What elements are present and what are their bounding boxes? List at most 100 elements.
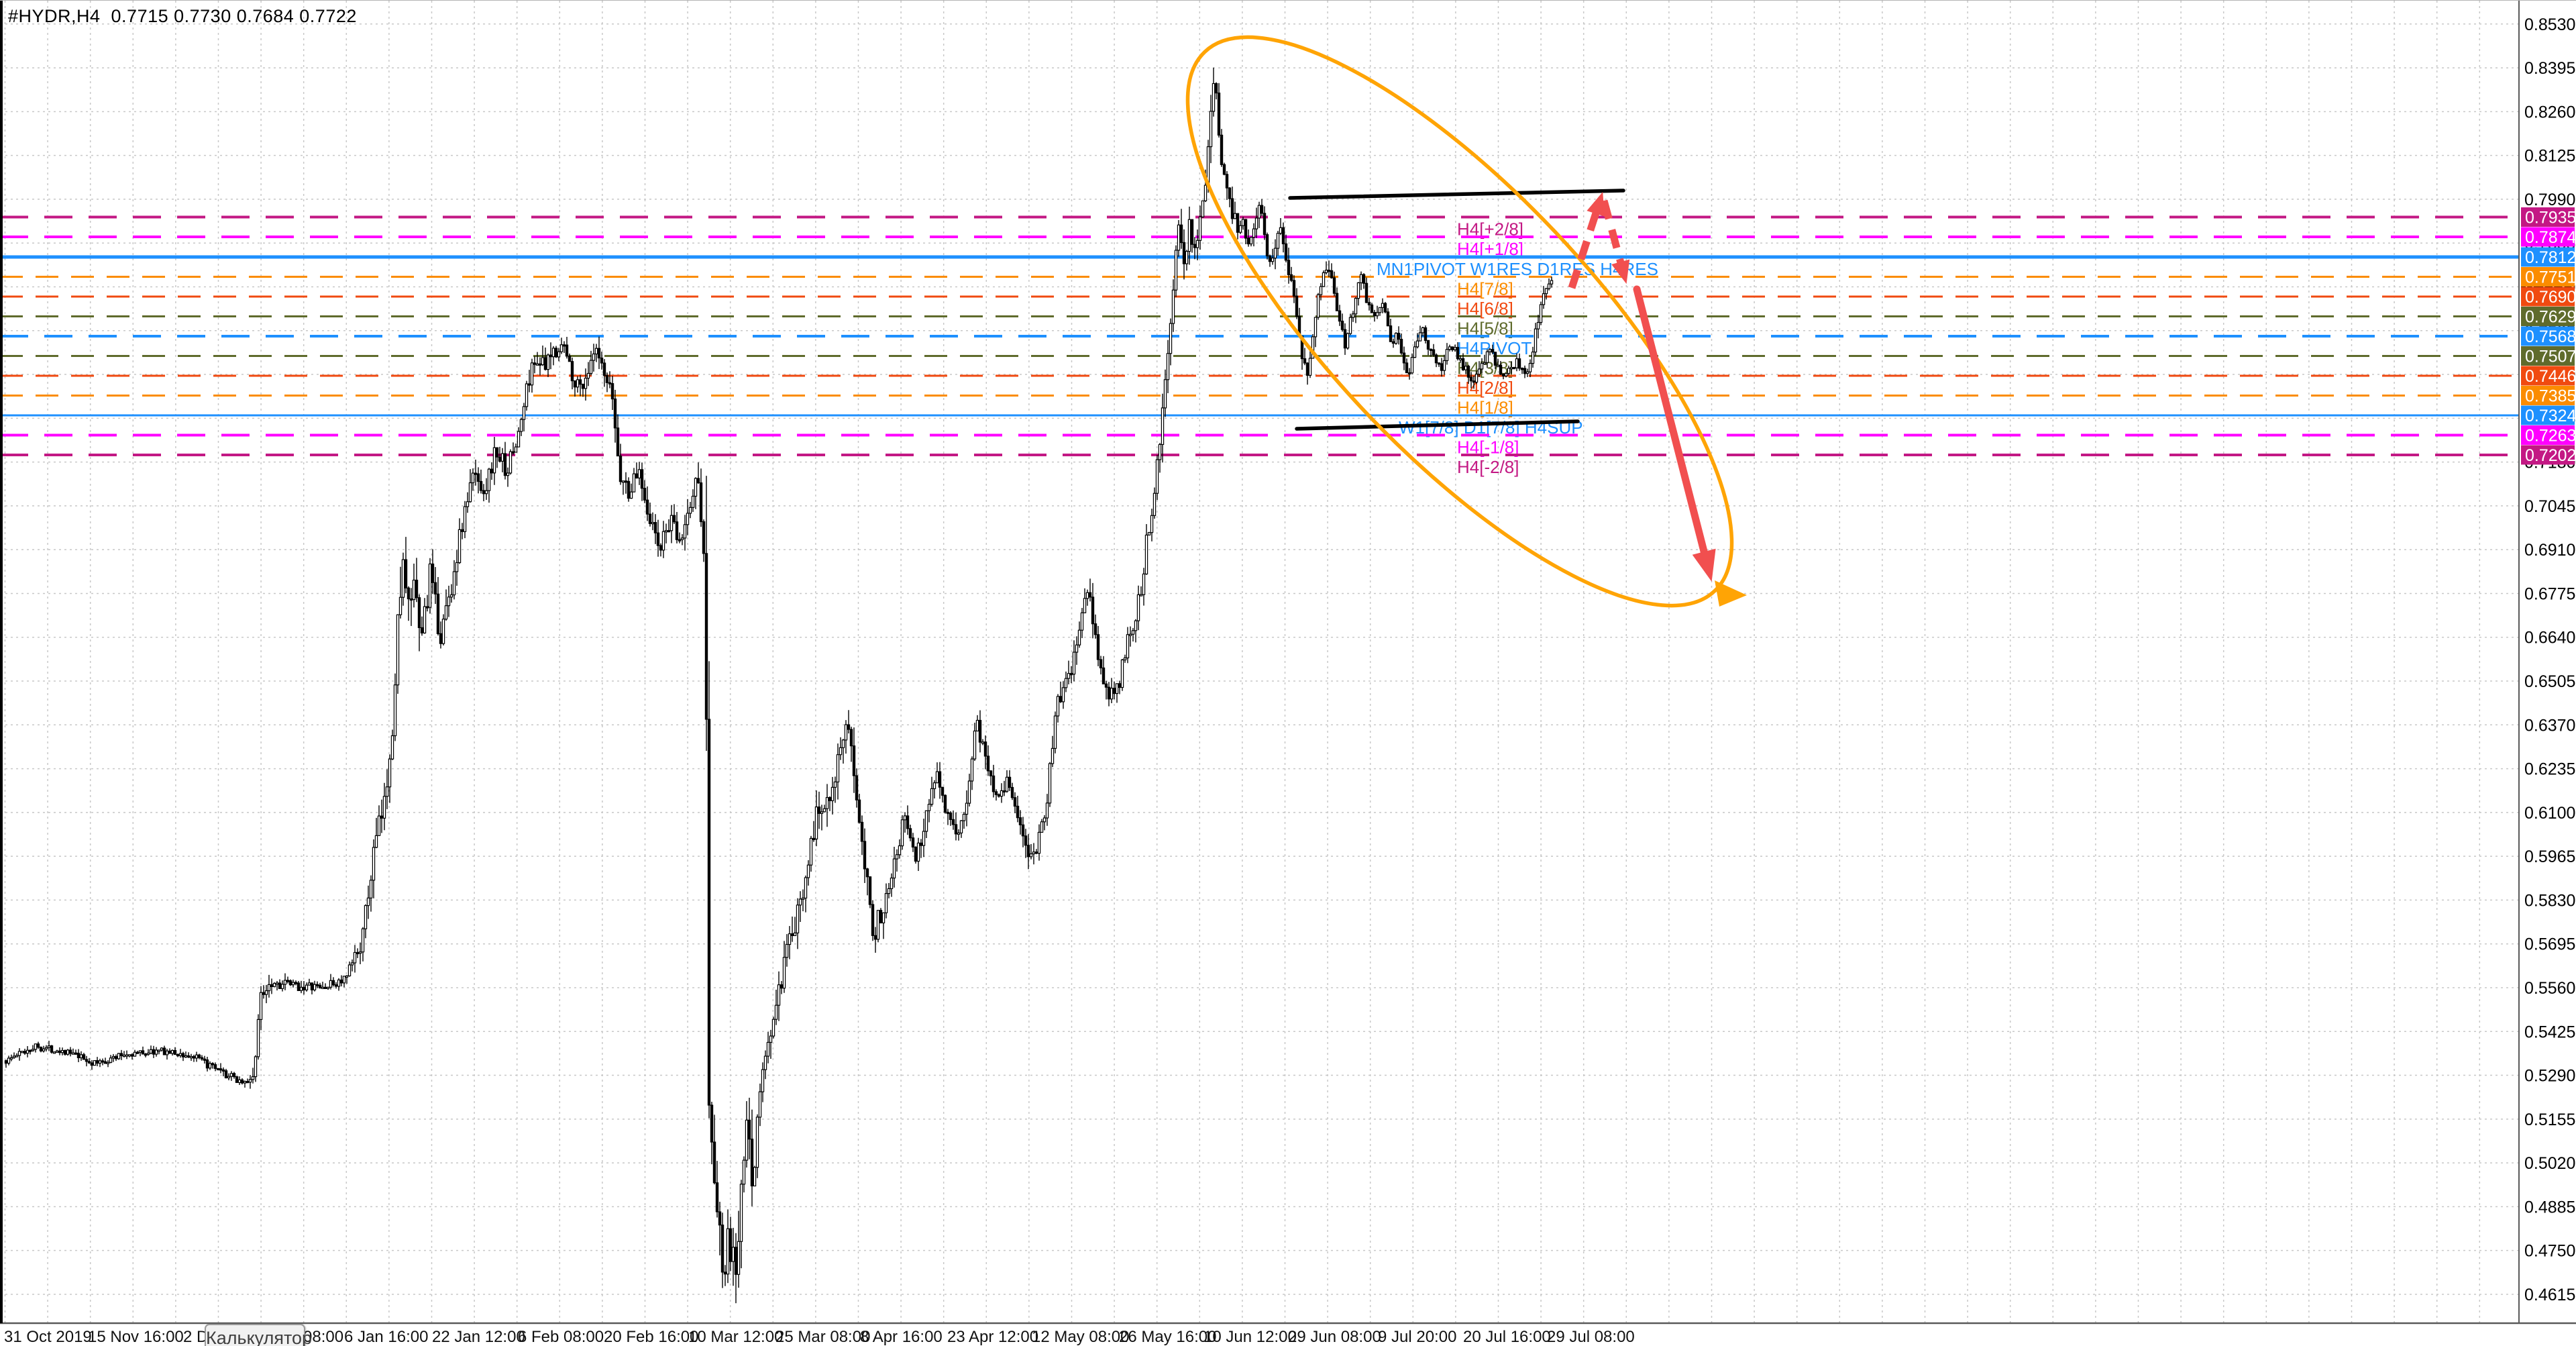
candle-body (374, 835, 378, 848)
candle-body (1295, 295, 1299, 317)
candle-body (527, 383, 531, 386)
arrowhead-icon (1611, 259, 1630, 284)
candle-body (315, 984, 319, 986)
candle-body (1445, 349, 1449, 362)
candle-body (782, 957, 786, 989)
candle-body (576, 379, 580, 388)
candle-body (1059, 696, 1063, 703)
candle-body (449, 594, 453, 598)
candle-body (1386, 311, 1390, 327)
candle-body (1142, 573, 1146, 595)
candle-body (645, 499, 649, 515)
price-axis-label: 0.5290 (2524, 1067, 2575, 1086)
candle-body (597, 348, 601, 359)
candle-body (1405, 362, 1409, 374)
price-axis-label: 0.4615 (2524, 1286, 2575, 1304)
candle-body (1292, 280, 1296, 297)
candle-body (55, 1050, 59, 1053)
candle-body (1426, 340, 1430, 350)
candle-body (337, 979, 341, 987)
candle-body (1118, 683, 1122, 688)
candle-body (1198, 216, 1202, 241)
candle-body (793, 932, 797, 937)
candle-body (1134, 620, 1138, 631)
candle-body (570, 361, 574, 382)
time-axis-label: 20 Feb 16:00 (604, 1328, 698, 1346)
candle-body (1222, 164, 1226, 175)
candle-body (141, 1050, 145, 1055)
candle-body (1096, 634, 1100, 660)
price-axis-label: 0.6370 (2524, 716, 2575, 735)
candle-body (243, 1081, 247, 1084)
candle-body (932, 782, 936, 789)
trendline-upper[interactable] (1288, 189, 1625, 200)
candle-body (484, 490, 488, 495)
candle-body (1289, 274, 1293, 281)
candle-body (796, 904, 800, 934)
candle-body (594, 348, 598, 355)
candle-body (696, 478, 700, 484)
candle-body (390, 735, 394, 760)
trade-ellipse[interactable] (1110, 1, 1809, 681)
candle-body (127, 1054, 131, 1057)
candle-body (1061, 687, 1065, 703)
candle-body (785, 943, 789, 958)
candle-body (573, 380, 577, 388)
candle-body (1088, 592, 1092, 598)
candle-body (1268, 255, 1272, 262)
impulse-dashed-arrow-up[interactable] (1568, 192, 1605, 289)
candle-body (1177, 224, 1181, 251)
price-level-boxed-label (2521, 445, 2575, 465)
candle-body (1308, 358, 1312, 376)
price-level-boxed-label (2521, 306, 2575, 326)
candle-body (109, 1057, 113, 1063)
trendline-lower[interactable] (1295, 419, 1580, 431)
candle-body (1273, 248, 1277, 259)
candle-body (1311, 336, 1315, 359)
candle-body (425, 606, 429, 609)
calculator-tooltip[interactable]: Калькулятор (205, 1324, 312, 1346)
projection-solid-arrow[interactable] (1633, 285, 1716, 582)
price-axis-label: 0.6775 (2524, 584, 2575, 603)
candle-body (871, 904, 875, 936)
candle-body (1271, 257, 1275, 262)
candle-body (248, 1079, 252, 1083)
candle-body (511, 451, 515, 454)
price-level-boxed-label (2521, 207, 2575, 227)
candle-body (557, 351, 561, 358)
candle-body (1254, 217, 1258, 229)
candle-body (586, 372, 590, 379)
candle-body (436, 593, 440, 634)
candle-body (377, 815, 381, 836)
candle-body (753, 1167, 757, 1187)
candle-body (533, 362, 537, 365)
candle-body (58, 1050, 62, 1053)
price-box-text: 0.7263 (2525, 426, 2576, 445)
candle-body (900, 819, 904, 847)
impulse-dashed-arrow-down[interactable] (1600, 199, 1630, 284)
candle-body (1077, 629, 1081, 645)
time-axis-label: 6 Feb 08:00 (518, 1328, 604, 1346)
candle-body (1429, 348, 1433, 352)
candle-body (1531, 352, 1535, 364)
candle-body (1085, 592, 1089, 599)
candle-body (197, 1054, 201, 1058)
candle-body (409, 598, 413, 601)
candle-body (755, 1117, 759, 1168)
candle-body (87, 1061, 91, 1064)
candle-body (1053, 715, 1057, 749)
candle-body (1367, 302, 1371, 306)
trade-ellipse-annotation[interactable] (1110, 1, 1809, 681)
candle-body (1397, 332, 1401, 340)
candle-body (1249, 237, 1253, 245)
candle-body (1042, 817, 1046, 823)
candle-body (1483, 362, 1487, 364)
chart-left-border (0, 1, 3, 1323)
candle-body (251, 1076, 255, 1080)
candle-body (286, 980, 290, 982)
candle-body (1185, 251, 1189, 264)
candle-body (868, 876, 872, 905)
candle-body (178, 1053, 182, 1056)
candle-body (42, 1048, 46, 1051)
